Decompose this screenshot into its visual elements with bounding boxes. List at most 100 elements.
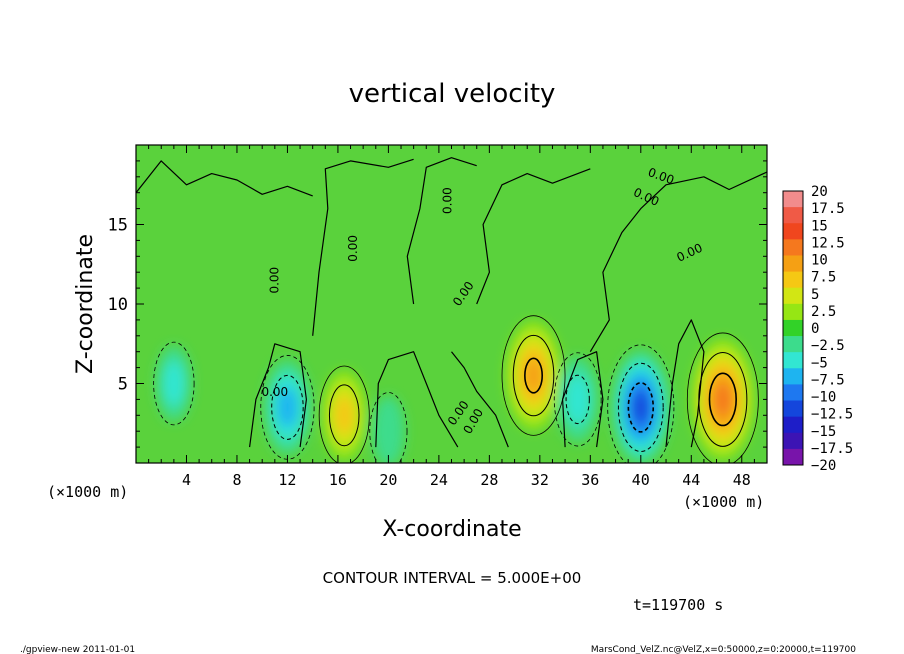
zero-contour-5 [249,343,307,448]
colorbar-swatch [783,287,803,305]
footer-right: MarsCond_VelZ.nc@VelZ,x=0:50000,z=0:2000… [591,645,856,654]
contour-label-3: 0.00 [441,187,455,214]
time-stamp: t=119700 s [633,596,723,614]
contour-label-2: 0.00 [346,235,360,262]
colorbar-label: 17.5 [811,201,845,217]
colorbar-label: −10 [811,390,836,406]
y-axis: 5 10 15 [108,144,767,464]
colorbar-frame [782,190,804,466]
zero-contour-4 [589,171,767,353]
x-tick-label: 40 [632,471,650,489]
colorbar-label: 2.5 [811,304,836,320]
field-features [156,321,754,463]
feature-downdraft-6-level-2 [163,360,185,407]
feature-updraft-1-level-4 [524,357,543,394]
colorbar-swatch [783,352,803,369]
contour-outer-3 [607,344,675,463]
colorbar-label: 15 [811,218,828,234]
feature-downdraft-5-level-3 [277,387,298,428]
colorbar-label: 12.5 [811,235,845,251]
x-tick-label: 48 [733,471,751,489]
zero-contour-8 [562,351,604,448]
zero-contour-0 [136,160,313,197]
colorbar-label: −5 [811,355,828,371]
feature-downdraft-4-level-2 [565,373,590,425]
colorbar-label: −7.5 [811,372,845,388]
x-tick-label: 12 [278,471,296,489]
footer-left: ./gpview-new 2011-01-01 [20,645,135,654]
contour-outer-7 [369,392,408,463]
colorbar-swatch [783,384,803,402]
y-axis-label: Z-coordinate [73,234,98,374]
zero-contour-7 [451,351,509,448]
colorbar-label: 5 [811,287,819,303]
colorbar-label: −17.5 [811,441,853,457]
contour-ring-5-1 [271,374,304,440]
x-tick-label: 8 [232,471,241,489]
x-tick-label: 36 [581,471,599,489]
colorbar-swatch [783,191,803,208]
contour-outer-6 [153,341,195,426]
contour-ring-0-2 [708,372,737,427]
y-tick-label: 15 [108,216,128,236]
contour-ring-4-1 [565,374,590,425]
contour-label-0: 0.00 [261,385,288,399]
colorbar-swatch [783,416,803,434]
contour-label-1: 0.00 [268,267,282,294]
colorbar-swatch [783,336,803,353]
feature-downdraft-3-level-5 [632,391,649,423]
x-tick-label: 32 [531,471,549,489]
contour-ring-2-1 [328,384,360,447]
contour-ring-1-2 [524,357,544,394]
colorbar-label: −2.5 [811,338,845,354]
colorbar-swatch [783,319,803,337]
colorbar-swatch [783,271,803,289]
y-tick-label: 10 [108,295,128,315]
contour-outer-2 [318,365,370,463]
x-tick-label: 4 [182,471,191,489]
colorbar-label: 10 [811,253,828,269]
x-tick-label: 44 [682,471,700,489]
contour-ring-3-2 [627,382,655,433]
feature-downdraft-7-level-1 [372,396,405,463]
colorbar-label: −20 [811,458,836,474]
colorbar-label: −12.5 [811,407,853,423]
colorbar-swatch [783,303,803,321]
colorbar-label: 7.5 [811,270,836,286]
chart-title: vertical velocity [349,79,556,109]
zero-contour-3 [476,168,591,305]
contour-ring-3-1 [617,362,664,452]
contour-outer-4 [553,352,602,447]
colorbar-swatch [783,239,803,256]
zero-contour-9 [665,319,705,448]
x-axis: 4 8 12 16 20 24 28 32 36 40 44 48 [135,145,768,489]
zero-contour-6 [375,351,459,448]
x-axis-label: X-coordinate [382,517,521,542]
y-tick-label: 5 [118,375,128,395]
contour-outer-1 [501,315,566,436]
colorbar-swatch [783,368,803,385]
x-tick-label: 16 [329,471,347,489]
contour-outer-0 [686,332,759,463]
colorbar-swatch [783,255,803,273]
x-unit-left: (×1000 m) [47,483,128,501]
x-tick-label: 20 [379,471,397,489]
colorbar-label: 0 [811,321,819,337]
feature-updraft-2-level-3 [334,396,354,435]
colorbar-label: 20 [811,184,828,200]
colorbar-swatch [783,448,803,466]
plot-area: 0.000.000.000.000.000.000.000.000.000.00 [136,145,767,463]
zero-contour-1 [312,158,414,336]
zero-contour-2 [406,157,477,305]
x-unit-right: (×1000 m) [683,493,764,511]
colorbar-swatch [783,400,803,418]
colorbar-swatch [783,223,803,240]
x-tick-label: 28 [480,471,498,489]
colorbar-label: −15 [811,424,836,440]
contour-interval: CONTOUR INTERVAL = 5.000E+00 [323,569,582,587]
colorbar-swatch [783,432,803,450]
x-tick-label: 24 [430,471,448,489]
feature-updraft-0-level-5 [714,382,732,416]
